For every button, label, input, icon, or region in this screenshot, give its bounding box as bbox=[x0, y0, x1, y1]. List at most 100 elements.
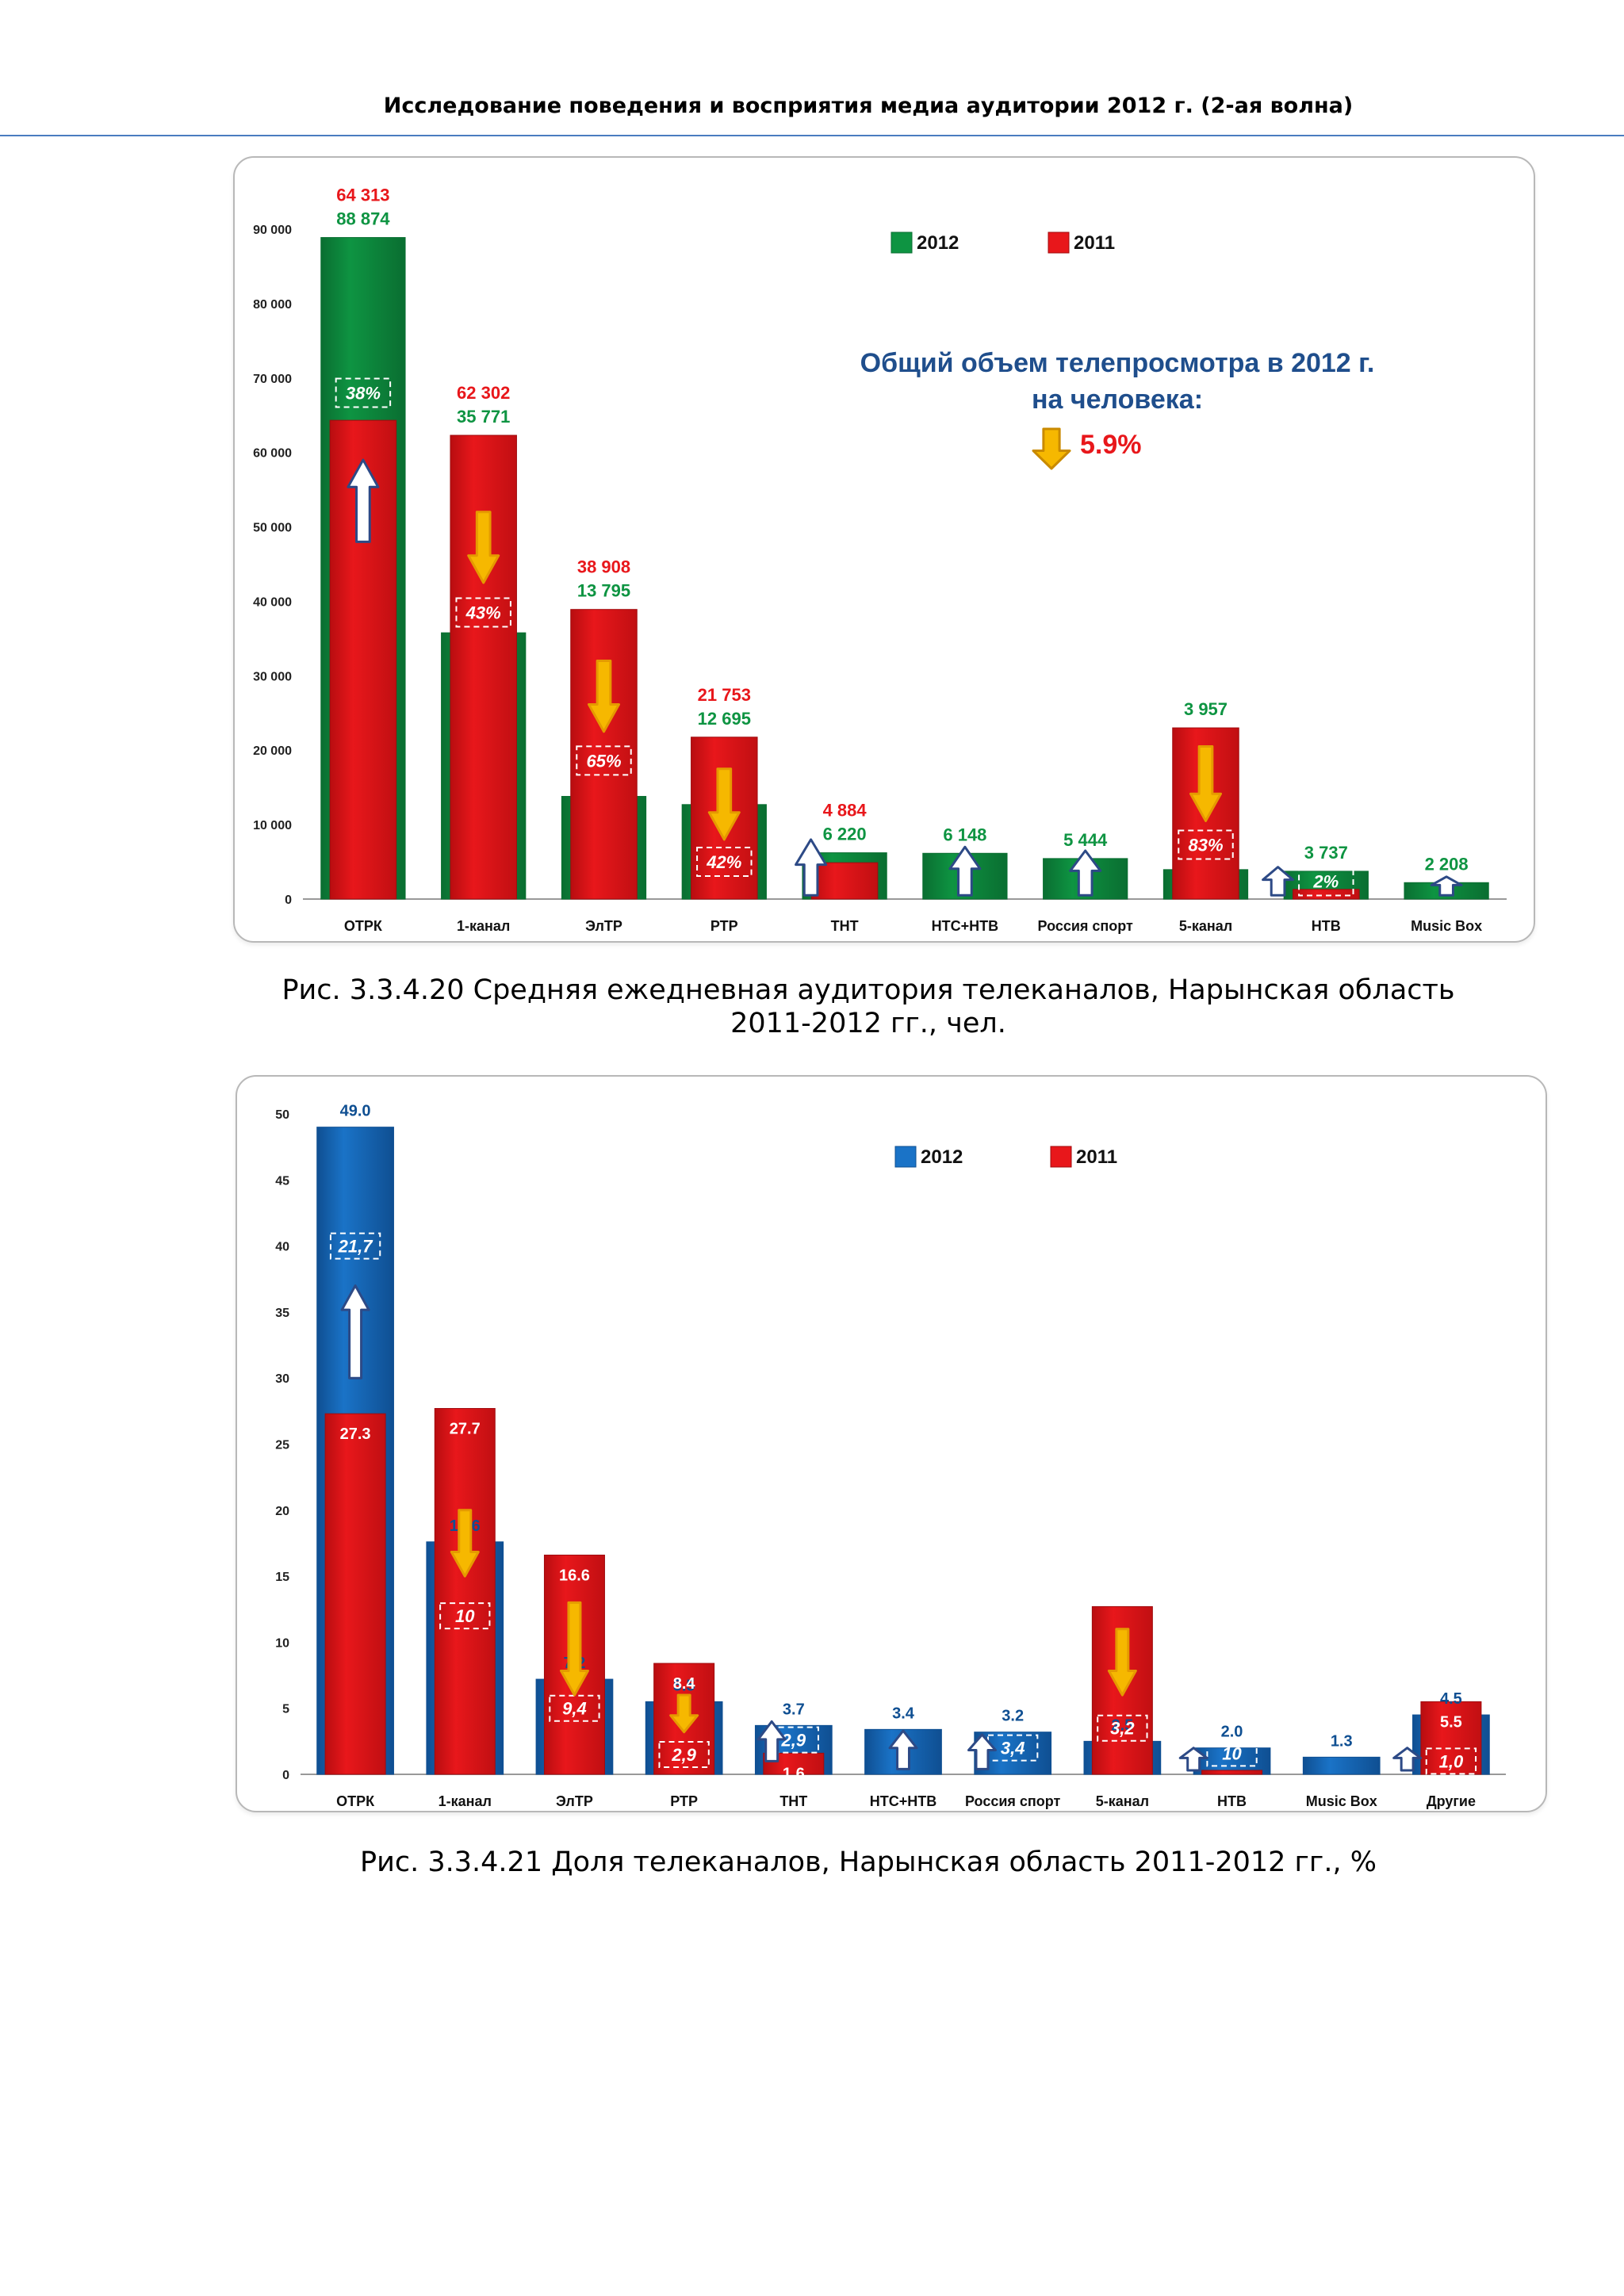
arrow-down-icon bbox=[1107, 1628, 1137, 1697]
data-label-2011: 38 908 bbox=[577, 557, 630, 577]
change-value-label: 42% bbox=[706, 852, 741, 872]
change-value-label: 38% bbox=[346, 384, 381, 404]
y-tick-label: 25 bbox=[275, 1439, 289, 1452]
figure1-caption-line2: 2011-2012 гг., чел. bbox=[730, 1008, 1006, 1039]
figure2-caption-line: Рис. 3.3.4.21 Доля телеканалов, Нарынска… bbox=[360, 1846, 1377, 1878]
y-tick-label: 70 000 bbox=[253, 373, 292, 386]
change-box bbox=[335, 377, 392, 408]
data-label-2011: 21 753 bbox=[698, 685, 751, 705]
data-label-2012: 49.0 bbox=[340, 1103, 371, 1120]
y-tick-label: 10 000 bbox=[253, 819, 292, 832]
callout-title-line1: Общий объем телепросмотра в 2012 г. bbox=[860, 348, 1375, 378]
legend-label-2011: 2011 bbox=[1074, 232, 1115, 254]
x-category-label: 1-канал bbox=[457, 918, 510, 934]
arrow-down-icon bbox=[467, 511, 500, 584]
y-tick-label: 35 bbox=[275, 1307, 289, 1320]
change-value-label: 43% bbox=[465, 603, 501, 623]
data-label-2011: 64 313 bbox=[336, 186, 389, 205]
change-box bbox=[658, 1741, 710, 1769]
y-tick-label: 80 000 bbox=[253, 298, 292, 312]
change-value-label: 2,9 bbox=[671, 1745, 696, 1765]
arrow-down-icon bbox=[1189, 745, 1222, 822]
x-category-label: Music Box bbox=[1411, 918, 1482, 934]
legend-swatch-2012 bbox=[891, 232, 913, 254]
x-category-label: ЭлТР bbox=[585, 918, 622, 934]
x-category-label: НТС+НТВ bbox=[932, 918, 999, 934]
change-box bbox=[696, 847, 753, 878]
x-category-label: ТНТ bbox=[779, 1793, 807, 1809]
y-tick-label: 20 000 bbox=[253, 744, 292, 758]
x-category-label: РТР bbox=[710, 918, 738, 934]
x-category-label: 5-канал bbox=[1096, 1793, 1149, 1809]
arrow-up-icon bbox=[1069, 849, 1102, 897]
change-value-label: 9,4 bbox=[562, 1699, 587, 1719]
bar-2011 bbox=[1201, 1770, 1263, 1775]
y-tick-label: 30 000 bbox=[253, 670, 292, 683]
data-label-2012: 1.3 bbox=[1331, 1732, 1353, 1750]
y-tick-label: 60 000 bbox=[253, 447, 292, 461]
y-tick-label: 5 bbox=[282, 1703, 289, 1716]
change-box bbox=[439, 1602, 491, 1630]
arrow-up-icon bbox=[1178, 1747, 1208, 1772]
data-label-2011: 16.6 bbox=[559, 1567, 590, 1584]
page-header-title: Исследование поведения и восприятия меди… bbox=[383, 94, 1354, 118]
change-value-label: 10 bbox=[1222, 1743, 1242, 1763]
y-tick-label: 10 bbox=[275, 1636, 289, 1650]
data-label-2011: 62 302 bbox=[457, 383, 510, 403]
legend-label-2012: 2012 bbox=[921, 1146, 963, 1168]
bar-2011 bbox=[450, 434, 517, 900]
data-label-2012: 35 771 bbox=[457, 407, 510, 427]
data-label-2011: 4 884 bbox=[823, 801, 868, 821]
data-label-2012: 5 444 bbox=[1063, 830, 1108, 850]
arrow-down-icon bbox=[450, 1509, 480, 1578]
data-label-2012: 3.4 bbox=[892, 1705, 915, 1722]
data-label-2012: 5.5 bbox=[673, 1677, 695, 1694]
legend-label-2011: 2011 bbox=[1076, 1146, 1117, 1168]
data-label-2011: 27.7 bbox=[450, 1421, 481, 1438]
arrow-down-icon bbox=[588, 660, 620, 733]
data-label-2012: 12 695 bbox=[698, 709, 751, 729]
y-tick-label: 30 bbox=[275, 1372, 289, 1386]
data-label-2011: 1.6 bbox=[783, 1765, 805, 1782]
data-label-2012: 2 208 bbox=[1425, 854, 1469, 874]
data-label-2012: 3 737 bbox=[1304, 843, 1348, 863]
data-label-2011: 0.3 bbox=[1221, 1782, 1243, 1800]
y-tick-label: 20 bbox=[275, 1505, 289, 1518]
change-value-label: 21,7 bbox=[338, 1237, 374, 1257]
bar-2011 bbox=[324, 1413, 386, 1775]
bar-2011 bbox=[1293, 889, 1360, 900]
arrow-down-icon bbox=[669, 1693, 699, 1734]
bar-2012 bbox=[1302, 1756, 1381, 1775]
data-label-2011: 5.5 bbox=[1440, 1713, 1462, 1731]
change-box bbox=[1298, 866, 1354, 897]
data-label-2012: 4.5 bbox=[1440, 1690, 1462, 1708]
x-category-label: ЭлТР bbox=[556, 1793, 593, 1809]
chart1-audience: 0 10 000 20 000 30 000 40 000 50 000 60 000 70 … bbox=[253, 186, 1507, 934]
data-label-2012: 2.5 bbox=[1111, 1716, 1133, 1734]
arrow-up-icon bbox=[1392, 1747, 1423, 1772]
data-label-2012: 3 957 bbox=[1184, 699, 1228, 719]
change-box bbox=[549, 1694, 600, 1722]
y-tick-label: 40 bbox=[275, 1241, 289, 1254]
y-tick-label: 90 000 bbox=[253, 224, 292, 237]
change-value-label: 65% bbox=[586, 751, 621, 771]
data-label-2011: 8.4 bbox=[673, 1675, 696, 1693]
change-value-label: 10 bbox=[455, 1606, 475, 1626]
arrow-up-icon bbox=[888, 1729, 918, 1770]
x-category-label: 1-канал bbox=[439, 1793, 492, 1809]
arrow-up-icon bbox=[948, 845, 982, 897]
data-label-2012: 88 874 bbox=[336, 209, 390, 229]
arrow-up-icon bbox=[1262, 866, 1295, 897]
y-tick-label: 0 bbox=[282, 1769, 289, 1782]
bar-2011 bbox=[434, 1408, 496, 1775]
x-category-label: НТС+НТВ bbox=[870, 1793, 937, 1809]
change-value-label: 83% bbox=[1188, 835, 1223, 855]
legend-swatch-2012 bbox=[894, 1146, 917, 1168]
callout-title-line2: на человека: bbox=[1032, 385, 1203, 415]
change-value-label: 3,2 bbox=[1110, 1719, 1135, 1739]
x-category-label: Россия спорт bbox=[965, 1793, 1061, 1809]
x-category-label: НТВ bbox=[1217, 1793, 1247, 1809]
x-category-label: РТР bbox=[670, 1793, 698, 1809]
y-tick-label: 0 bbox=[285, 894, 292, 907]
change-box bbox=[576, 745, 632, 776]
